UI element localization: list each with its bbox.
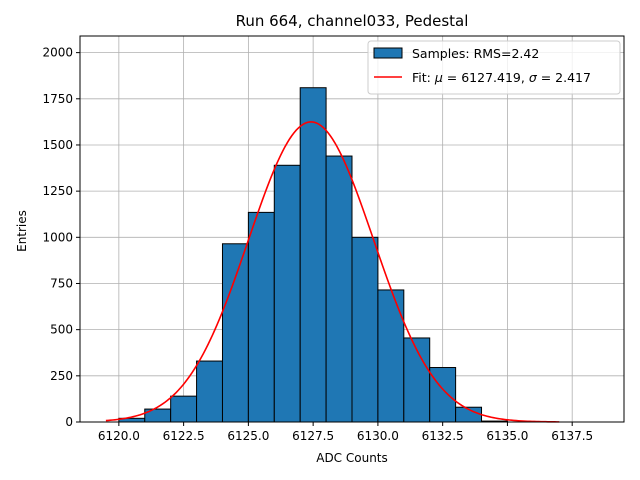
y-tick-label: 250 — [50, 369, 73, 383]
x-tick-label: 6137.5 — [551, 429, 593, 443]
y-tick-label: 1500 — [42, 138, 73, 152]
x-tick-label: 6120.0 — [98, 429, 140, 443]
plot-frame — [79, 35, 625, 423]
y-tick-label: 500 — [50, 323, 73, 337]
y-tick-label: 1250 — [42, 184, 73, 198]
legend-fit-sigma-symbol: σ — [529, 70, 538, 85]
histogram-bar — [299, 87, 327, 423]
histogram-bar — [221, 243, 249, 423]
y-tick-label: 1750 — [42, 92, 73, 106]
histogram-bar — [377, 289, 405, 423]
y-tick-label: 0 — [65, 415, 73, 429]
histogram-bar — [351, 236, 379, 423]
axis-ticks: 6120.0 6122.5 6125.0 6127.5 6130.0 6132.5 6135… — [42, 46, 593, 443]
chart-title: Run 664, channel033, Pedestal — [236, 12, 469, 30]
legend-frame — [367, 40, 621, 95]
histogram-bar — [170, 395, 198, 423]
y-tick-label: 2000 — [42, 46, 73, 60]
legend-label-fit: Fit: μ = 6127.419, σ = 2.417 — [412, 70, 591, 85]
x-tick-label: 6122.5 — [163, 429, 205, 443]
x-axis-label: ADC Counts — [316, 451, 388, 465]
legend-fit-mu-text: = 6127.419, — [443, 70, 529, 85]
y-axis-label: Entries — [15, 210, 29, 252]
histogram-bar — [403, 337, 431, 423]
x-tick-label: 6135.0 — [486, 429, 528, 443]
fit-curve — [105, 121, 560, 423]
x-tick-label: 6130.0 — [357, 429, 399, 443]
histogram-bar — [247, 211, 275, 423]
legend-fit-sigma-text: = 2.417 — [537, 70, 591, 85]
legend-fit-mu-symbol: μ — [434, 70, 443, 85]
x-tick-label: 6127.5 — [292, 429, 334, 443]
y-tick-label: 750 — [50, 276, 73, 290]
fit-curve-group — [105, 121, 560, 423]
y-tick-label: 1000 — [42, 230, 73, 244]
legend-swatch-histogram — [373, 47, 403, 59]
histogram-bars — [118, 87, 508, 423]
legend-label-histogram: Samples: RMS=2.42 — [412, 46, 539, 61]
histogram-bar — [429, 367, 457, 423]
x-tick-label: 6132.5 — [422, 429, 464, 443]
histogram-bar — [196, 360, 223, 423]
histogram-bar — [273, 164, 301, 423]
legend: Samples: RMS=2.42 Fit: μ = 6127.419, σ =… — [367, 40, 621, 95]
x-tick-label: 6125.0 — [227, 429, 269, 443]
legend-fit-prefix: Fit: — [412, 70, 435, 85]
histogram-bar — [325, 155, 353, 423]
